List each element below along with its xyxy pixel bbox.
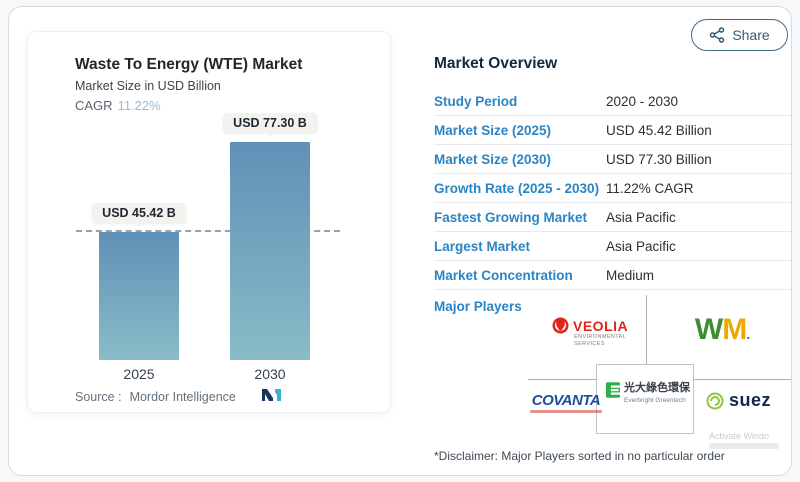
cagr-line: CAGR 11.22% [75,98,161,113]
table-row: Market Concentration Medium [434,261,791,290]
connector-horizontal-line-right [694,379,791,380]
everbright-chinese-name: 光大綠色環保 [624,382,690,394]
row-value: Medium [606,267,655,283]
bar-2025[interactable] [99,232,179,360]
x-axis-label-2030: 2030 [254,366,286,382]
x-axis-label-2025: 2025 [123,366,155,382]
bar-value-label: USD 45.42 B [102,206,176,220]
row-value: 2020 - 2030 [606,93,679,109]
cagr-label: CAGR [75,98,113,113]
overview-title: Market Overview [434,55,558,72]
reference-dashed-line [76,230,340,232]
cagr-value: 11.22% [117,98,161,113]
row-label: Market Size (2030) [434,151,552,167]
watermark-line2-blur [709,443,779,449]
row-label: Market Size (2025) [434,122,552,138]
wm-logo: WM. [677,313,767,347]
page-card: Share Waste To Energy (WTE) Market Marke… [8,6,792,476]
covanta-name: COVANTA [531,392,601,409]
covanta-tagline-bar [530,410,602,413]
table-row: Largest Market Asia Pacific [434,232,791,261]
mordor-intelligence-logo [262,389,281,401]
source-label: Source : [75,390,122,404]
share-label: Share [732,27,770,43]
share-icon [710,27,725,43]
major-players-label: Major Players [434,299,522,314]
bar-value-pill: USD 77.30 B [223,113,317,133]
suez-name: suez [729,390,772,410]
bar-value-label: USD 77.30 B [233,116,307,130]
watermark-line1: Activate Windo [709,431,770,441]
row-label: Market Concentration [434,267,573,283]
wm-letter-w: W [694,313,723,346]
wm-dot: . [746,326,750,342]
row-label: Study Period [434,93,518,109]
row-label: Largest Market [434,238,531,254]
connector-vertical-line [646,295,647,364]
source-value: Mordor Intelligence [129,390,236,404]
suez-logo: suez [705,390,771,411]
player-center-box [596,364,694,434]
suez-swirl-icon [706,392,724,409]
row-value: USD 45.42 Billion [606,122,712,138]
covanta-logo: COVANTA [525,392,607,413]
activate-windows-watermark: Activate Windo [709,431,779,449]
veolia-circle-icon [552,317,569,334]
wm-letter-m: M [722,313,747,346]
veolia-sub-line1: ENVIRONMENTAL [574,334,627,340]
everbright-english-name: Everbright Greentech [624,397,686,404]
chart-card: Waste To Energy (WTE) Market Market Size… [27,31,391,413]
table-row: Market Size (2025) USD 45.42 Billion [434,116,791,145]
table-row: Growth Rate (2025 - 2030) 11.22% CAGR [434,174,791,203]
row-label: Fastest Growing Market [434,209,588,225]
bar-value-pill: USD 45.42 B [92,203,186,223]
source-row: Source : Mordor Intelligence [75,390,355,404]
table-row: Fastest Growing Market Asia Pacific [434,203,791,232]
row-value: USD 77.30 Billion [606,151,712,167]
row-value: Asia Pacific [606,209,676,225]
bar-chart: USD 45.42 B USD 77.30 B [28,32,392,360]
row-value: Asia Pacific [606,238,676,254]
table-row: Market Size (2030) USD 77.30 Billion [434,145,791,174]
row-label: Growth Rate (2025 - 2030) [434,180,600,196]
share-button[interactable]: Share [691,19,788,51]
overview-table: Study Period 2020 - 2030 Market Size (20… [434,87,791,290]
veolia-logo: VEOLIA ENVIRONMENTAL SERVICES [552,317,656,348]
connector-horizontal-line-left [528,379,596,380]
chart-subtitle: Market Size in USD Billion [75,79,221,93]
disclaimer-text: *Disclaimer: Major Players sorted in no … [434,449,725,463]
chart-title: Waste To Energy (WTE) Market [75,56,303,73]
bar-2030[interactable] [230,142,310,360]
everbright-e-icon [606,382,620,398]
table-row: Study Period 2020 - 2030 [434,87,791,116]
row-value: 11.22% CAGR [606,180,694,196]
veolia-sub-line2: SERVICES [574,341,605,348]
everbright-greentech-logo: 光大綠色環保 Everbright Greentech [606,379,690,404]
veolia-name: VEOLIA [573,317,629,334]
